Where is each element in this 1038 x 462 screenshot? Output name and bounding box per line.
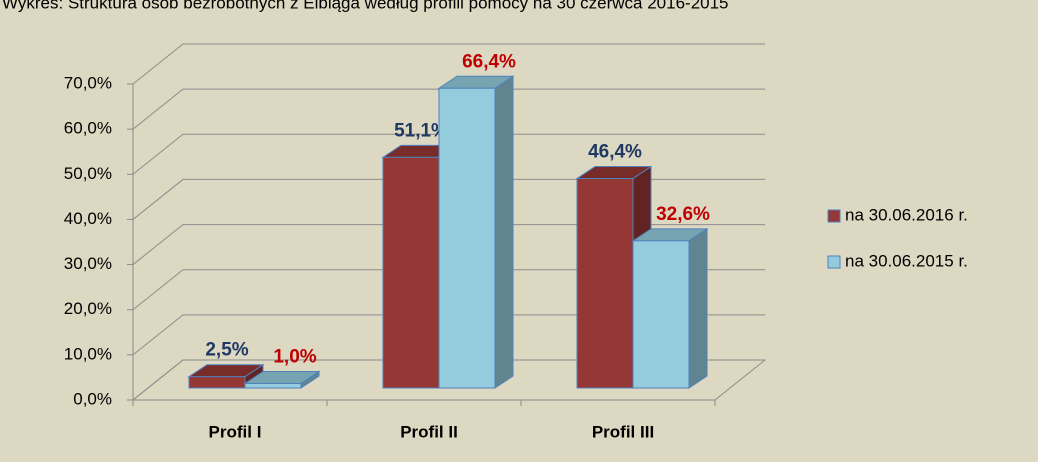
- data-label: 66,4%: [462, 51, 516, 72]
- data-label: 51,1%: [394, 120, 448, 141]
- data-label: 46,4%: [588, 142, 642, 163]
- x-tick-label: Profil III: [592, 422, 654, 441]
- bar: [576, 178, 634, 389]
- grid-line: [132, 43, 765, 85]
- grid-line: [132, 359, 765, 401]
- grid-line: [132, 269, 765, 311]
- bar: [632, 240, 690, 389]
- data-label: 2,5%: [205, 340, 248, 361]
- y-tick-label: 70,0%: [64, 73, 112, 92]
- y-tick-label: 40,0%: [64, 209, 112, 228]
- y-tick-label: 50,0%: [64, 164, 112, 183]
- x-tick-label: Profil I: [209, 422, 262, 441]
- legend-label: na 30.06.2015 r.: [845, 251, 968, 270]
- bar-side: [688, 227, 708, 389]
- bar-side: [494, 75, 514, 389]
- y-tick-label: 10,0%: [64, 344, 112, 363]
- legend-swatch: [827, 255, 841, 269]
- grid-line: [132, 314, 765, 356]
- legend-label: na 30.06.2016 r.: [845, 205, 968, 224]
- bar: [438, 87, 496, 389]
- bar: [244, 382, 302, 389]
- grid-line: [132, 133, 765, 175]
- chart-title: Wykres: Struktura osób bezrobotnych z El…: [2, 0, 729, 12]
- grid-line: [132, 178, 765, 220]
- x-tick-label: Profil II: [400, 422, 458, 441]
- y-tick-label: 60,0%: [64, 119, 112, 138]
- y-tick-label: 30,0%: [64, 254, 112, 273]
- y-tick-label: 0,0%: [73, 389, 112, 408]
- legend-swatch: [827, 209, 841, 223]
- bar: [382, 156, 440, 389]
- data-label: 1,0%: [273, 347, 316, 368]
- y-tick-label: 20,0%: [64, 299, 112, 318]
- grid-line: [132, 88, 765, 130]
- bar: [188, 376, 246, 389]
- data-label: 32,6%: [656, 204, 710, 225]
- grid-line: [132, 224, 765, 265]
